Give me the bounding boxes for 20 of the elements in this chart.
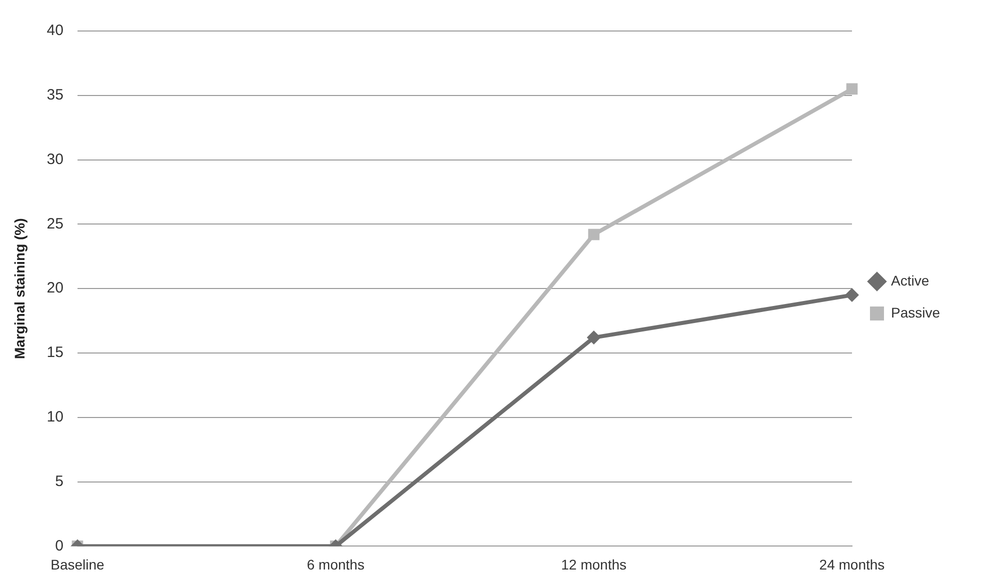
x-tick-label: 12 months: [561, 556, 626, 572]
point: [846, 83, 858, 95]
point: [588, 228, 600, 240]
y-tick-label: 40: [46, 22, 64, 40]
x-tick-label: 6 months: [306, 556, 364, 572]
y-tick-label: 5: [55, 472, 64, 490]
y-tick-label: 35: [46, 86, 64, 104]
legend-label: Passive: [890, 304, 940, 320]
y-tick-label: 10: [46, 408, 64, 426]
point: [844, 288, 859, 302]
y-tick-label: 0: [55, 537, 64, 554]
y-tick-label: 25: [46, 215, 64, 232]
y-tick-label: 15: [46, 344, 64, 362]
x-tick-label: 24 months: [819, 556, 885, 572]
y-tick-label: 20: [46, 280, 64, 297]
y-axis-title: Marginal staining (%): [11, 218, 28, 359]
point: [586, 330, 601, 345]
x-tick-label: Baseline: [50, 556, 105, 572]
y-tick-label: 30: [46, 150, 64, 168]
legend-label: Active: [890, 272, 930, 288]
